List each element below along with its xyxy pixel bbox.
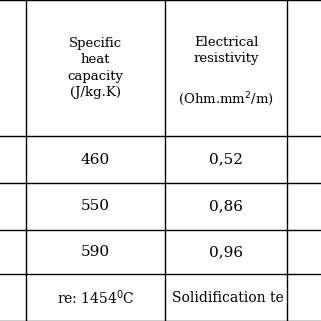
Text: 0,96: 0,96 (209, 245, 243, 259)
Text: (Ohm.mm$^2$/m): (Ohm.mm$^2$/m) (178, 90, 274, 108)
Text: 0,86: 0,86 (209, 199, 243, 213)
Text: Electrical
resistivity: Electrical resistivity (194, 36, 259, 65)
Text: re: 1454$^0$C: re: 1454$^0$C (56, 289, 134, 307)
Text: Solidification te: Solidification te (172, 291, 283, 305)
Text: 550: 550 (81, 199, 110, 213)
Text: Specific
heat
capacity
(J/kg.K): Specific heat capacity (J/kg.K) (67, 37, 124, 100)
Text: 460: 460 (81, 153, 110, 167)
Text: 0,52: 0,52 (209, 153, 243, 167)
Text: 590: 590 (81, 245, 110, 259)
